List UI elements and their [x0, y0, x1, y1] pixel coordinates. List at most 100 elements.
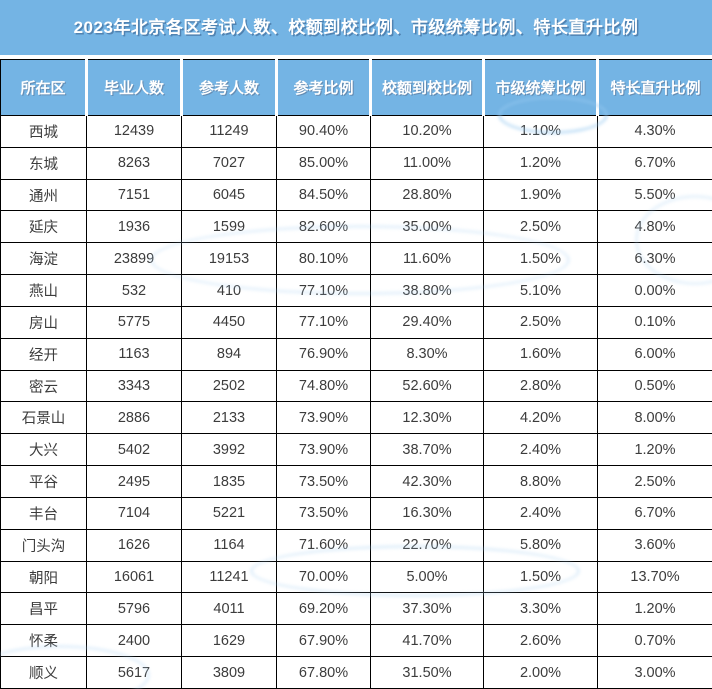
district-cell: 通州 — [0, 178, 87, 212]
value-cell: 3.00% — [597, 656, 712, 689]
table-row: 顺义 5617 3809 67.80% 31.50% 2.00% 3.00% — [0, 656, 712, 689]
value-cell: 2400 — [86, 624, 182, 658]
district-cell: 经开 — [0, 337, 87, 371]
value-cell: 532 — [86, 274, 182, 307]
value-cell: 1629 — [181, 624, 277, 658]
value-cell: 23899 — [86, 242, 182, 276]
table-row: 石景山 2886 2133 73.90% 12.30% 4.20% 8.00% — [0, 401, 712, 435]
value-cell: 1.20% — [483, 146, 598, 180]
value-cell: 11.00% — [370, 146, 484, 180]
value-cell: 1936 — [86, 210, 182, 244]
value-cell: 894 — [181, 337, 277, 371]
value-cell: 0.70% — [597, 624, 712, 658]
value-cell: 77.10% — [276, 305, 371, 339]
table-title: 2023年北京各区考试人数、校额到校比例、市级统筹比例、特长直升比例 — [0, 0, 712, 55]
value-cell: 7104 — [86, 496, 182, 530]
value-cell: 2502 — [181, 369, 277, 403]
table-row: 燕山 532 410 77.10% 38.80% 5.10% 0.00% — [0, 274, 712, 307]
district-cell: 门头沟 — [0, 528, 87, 562]
value-cell: 8.30% — [370, 337, 484, 371]
value-cell: 76.90% — [276, 337, 371, 371]
table-row: 海淀 23899 19153 80.10% 11.60% 1.50% 6.30% — [0, 242, 712, 276]
value-cell: 8263 — [86, 146, 182, 180]
district-cell: 密云 — [0, 369, 87, 403]
value-cell: 73.90% — [276, 401, 371, 435]
value-cell: 5402 — [86, 433, 182, 467]
table-row: 东城 8263 7027 85.00% 11.00% 1.20% 6.70% — [0, 146, 712, 180]
title-header-divider — [0, 55, 712, 59]
district-cell: 丰台 — [0, 496, 87, 530]
table-row: 朝阳 16061 11241 70.00% 5.00% 1.50% 13.70% — [0, 560, 712, 594]
value-cell: 7151 — [86, 178, 182, 212]
value-cell: 3343 — [86, 369, 182, 403]
value-cell: 5.80% — [483, 528, 598, 562]
table-row: 通州 7151 6045 84.50% 28.80% 1.90% 5.50% — [0, 178, 712, 212]
district-cell: 朝阳 — [0, 560, 87, 594]
value-cell: 3992 — [181, 433, 277, 467]
value-cell: 77.10% — [276, 274, 371, 307]
header-row: 所在区 毕业人数 参考人数 参考比例 校额到校比例 市级统筹比例 特长直升比例 — [0, 59, 712, 116]
value-cell: 74.80% — [276, 369, 371, 403]
value-cell: 4.20% — [483, 401, 598, 435]
value-cell: 3.30% — [483, 592, 598, 626]
value-cell: 4.80% — [597, 210, 712, 244]
value-cell: 69.20% — [276, 592, 371, 626]
value-cell: 0.10% — [597, 305, 712, 339]
value-cell: 2.50% — [483, 305, 598, 339]
district-cell: 延庆 — [0, 210, 87, 244]
value-cell: 5221 — [181, 496, 277, 530]
district-cell: 怀柔 — [0, 624, 87, 658]
value-cell: 28.80% — [370, 178, 484, 212]
value-cell: 5.10% — [483, 274, 598, 307]
value-cell: 6.00% — [597, 337, 712, 371]
value-cell: 1599 — [181, 210, 277, 244]
value-cell: 11.60% — [370, 242, 484, 276]
value-cell: 38.70% — [370, 433, 484, 467]
district-cell: 平谷 — [0, 465, 87, 498]
value-cell: 16061 — [86, 560, 182, 594]
value-cell: 41.70% — [370, 624, 484, 658]
value-cell: 13.70% — [597, 560, 712, 594]
value-cell: 2.80% — [483, 369, 598, 403]
value-cell: 2495 — [86, 465, 182, 498]
column-header: 毕业人数 — [85, 59, 182, 116]
table-row: 经开 1163 894 76.90% 8.30% 1.60% 6.00% — [0, 337, 712, 371]
district-cell: 海淀 — [0, 242, 87, 276]
value-cell: 4011 — [181, 592, 277, 626]
value-cell: 38.80% — [370, 274, 484, 307]
value-cell: 1.50% — [483, 560, 598, 594]
value-cell: 6045 — [181, 178, 277, 212]
value-cell: 6.70% — [597, 146, 712, 180]
value-cell: 85.00% — [276, 146, 371, 180]
table-row: 延庆 1936 1599 82.60% 35.00% 2.50% 4.80% — [0, 210, 712, 244]
value-cell: 1163 — [86, 337, 182, 371]
value-cell: 67.80% — [276, 656, 371, 689]
value-cell: 8.80% — [483, 465, 598, 498]
value-cell: 8.00% — [597, 401, 712, 435]
value-cell: 73.90% — [276, 433, 371, 467]
value-cell: 31.50% — [370, 656, 484, 689]
value-cell: 6.30% — [597, 242, 712, 276]
column-header: 特长直升比例 — [596, 59, 712, 116]
table-row: 密云 3343 2502 74.80% 52.60% 2.80% 0.50% — [0, 369, 712, 403]
district-cell: 东城 — [0, 146, 87, 180]
district-cell: 大兴 — [0, 433, 87, 467]
value-cell: 0.00% — [597, 274, 712, 307]
value-cell: 42.30% — [370, 465, 484, 498]
value-cell: 22.70% — [370, 528, 484, 562]
district-cell: 顺义 — [0, 656, 87, 689]
table-row: 平谷 2495 1835 73.50% 42.30% 8.80% 2.50% — [0, 465, 712, 498]
column-header: 所在区 — [0, 59, 87, 116]
value-cell: 0.50% — [597, 369, 712, 403]
value-cell: 410 — [181, 274, 277, 307]
table-row: 门头沟 1626 1164 71.60% 22.70% 5.80% 3.60% — [0, 528, 712, 562]
value-cell: 3.60% — [597, 528, 712, 562]
table-row: 大兴 5402 3992 73.90% 38.70% 2.40% 1.20% — [0, 433, 712, 467]
district-cell: 昌平 — [0, 592, 87, 626]
value-cell: 1.10% — [483, 115, 598, 148]
table-row: 怀柔 2400 1629 67.90% 41.70% 2.60% 0.70% — [0, 624, 712, 658]
value-cell: 11249 — [181, 115, 277, 148]
column-header: 参考人数 — [180, 59, 277, 116]
value-cell: 1.60% — [483, 337, 598, 371]
